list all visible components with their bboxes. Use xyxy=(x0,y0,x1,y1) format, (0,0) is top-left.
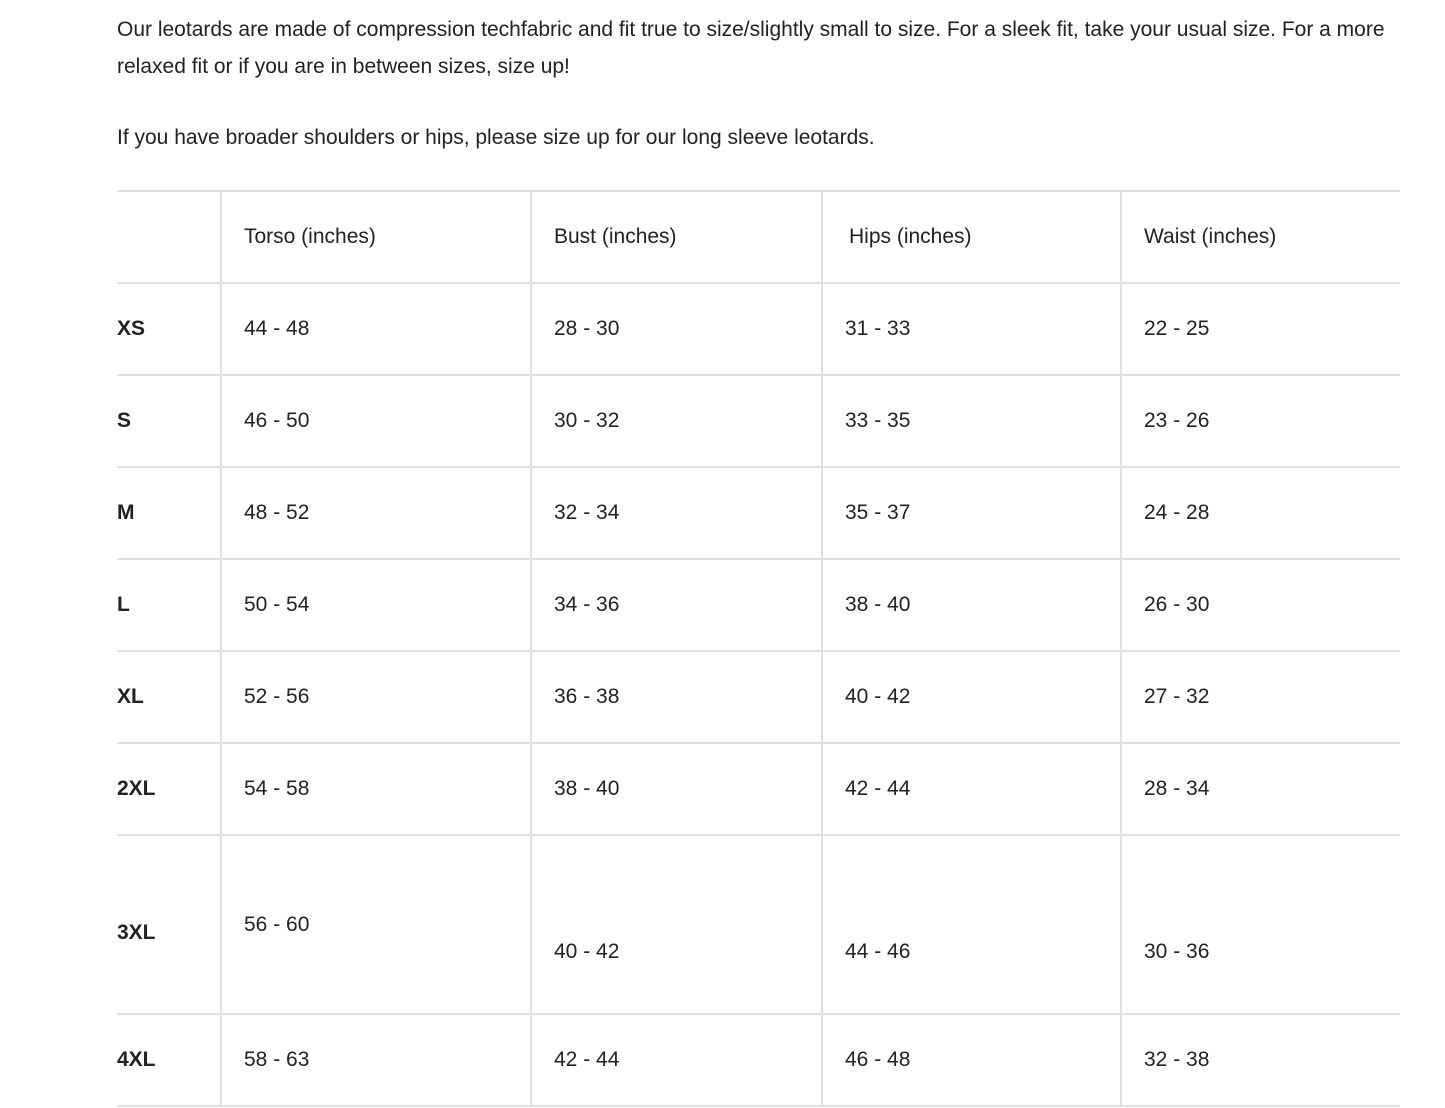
size-label: M xyxy=(117,466,221,560)
measurement-cell: 44 - 48 xyxy=(220,282,531,376)
size-chart-table: Torso (inches) Bust (inches) Hips (inches)… xyxy=(117,190,1400,1107)
table-row: S 46 - 50 30 - 32 33 - 35 23 - 26 xyxy=(117,374,1400,468)
measurement-cell: 42 - 44 xyxy=(530,1013,822,1107)
measurement-cell: 27 - 32 xyxy=(1120,650,1400,744)
size-label: L xyxy=(117,558,221,652)
table-row: XL 52 - 56 36 - 38 40 - 42 27 - 32 xyxy=(117,650,1400,744)
column-header: Bust (inches) xyxy=(530,190,822,284)
measurement-cell: 56 - 60 xyxy=(220,834,531,1015)
measurement-cell: 44 - 46 xyxy=(821,834,1121,1015)
table-row: XS 44 - 48 28 - 30 31 - 33 22 - 25 xyxy=(117,282,1400,376)
measurement-cell: 48 - 52 xyxy=(220,466,531,560)
table-row: 4XL 58 - 63 42 - 44 46 - 48 32 - 38 xyxy=(117,1013,1400,1107)
measurement-cell: 46 - 50 xyxy=(220,374,531,468)
measurement-cell: 35 - 37 xyxy=(821,466,1121,560)
measurement-cell: 26 - 30 xyxy=(1120,558,1400,652)
measurement-cell: 22 - 25 xyxy=(1120,282,1400,376)
size-guide: Our leotards are made of compression tec… xyxy=(117,0,1400,1107)
measurement-cell: 36 - 38 xyxy=(530,650,822,744)
measurement-cell: 32 - 38 xyxy=(1120,1013,1400,1107)
measurement-cell: 58 - 63 xyxy=(220,1013,531,1107)
measurement-cell: 23 - 26 xyxy=(1120,374,1400,468)
measurement-cell: 33 - 35 xyxy=(821,374,1121,468)
sleeve-note: If you have broader shoulders or hips, p… xyxy=(117,126,875,149)
measurement-cell: 30 - 32 xyxy=(530,374,822,468)
measurement-cell: 24 - 28 xyxy=(1120,466,1400,560)
measurement-cell: 28 - 34 xyxy=(1120,742,1400,836)
size-label: XL xyxy=(117,650,221,744)
measurement-cell: 38 - 40 xyxy=(530,742,822,836)
measurement-cell: 30 - 36 xyxy=(1120,834,1400,1015)
measurement-cell: 38 - 40 xyxy=(821,558,1121,652)
size-label: 3XL xyxy=(117,834,221,1015)
measurement-cell: 42 - 44 xyxy=(821,742,1121,836)
measurement-cell: 46 - 48 xyxy=(821,1013,1121,1107)
size-label: S xyxy=(117,374,221,468)
measurement-cell: 32 - 34 xyxy=(530,466,822,560)
column-header: Torso (inches) xyxy=(220,190,531,284)
measurement-cell: 40 - 42 xyxy=(530,834,822,1015)
table-row: M 48 - 52 32 - 34 35 - 37 24 - 28 xyxy=(117,466,1400,560)
measurement-cell: 28 - 30 xyxy=(530,282,822,376)
column-header: Hips (inches) xyxy=(821,190,1121,284)
table-row: 3XL 56 - 60 40 - 42 44 - 46 30 - 36 xyxy=(117,834,1400,1015)
table-header-row: Torso (inches) Bust (inches) Hips (inches)… xyxy=(117,190,1400,284)
measurement-cell: 52 - 56 xyxy=(220,650,531,744)
size-label: 4XL xyxy=(117,1013,221,1107)
column-header: Waist (inches) xyxy=(1120,190,1400,284)
table-row: 2XL 54 - 58 38 - 40 42 - 44 28 - 34 xyxy=(117,742,1400,836)
column-header xyxy=(117,190,221,284)
size-label: XS xyxy=(117,282,221,376)
table-row: L 50 - 54 34 - 36 38 - 40 26 - 30 xyxy=(117,558,1400,652)
measurement-cell: 50 - 54 xyxy=(220,558,531,652)
size-label: 2XL xyxy=(117,742,221,836)
measurement-cell: 31 - 33 xyxy=(821,282,1121,376)
measurement-cell: 40 - 42 xyxy=(821,650,1121,744)
measurement-cell: 54 - 58 xyxy=(220,742,531,836)
fit-description: Our leotards are made of compression tec… xyxy=(117,18,1385,78)
measurement-cell: 34 - 36 xyxy=(530,558,822,652)
